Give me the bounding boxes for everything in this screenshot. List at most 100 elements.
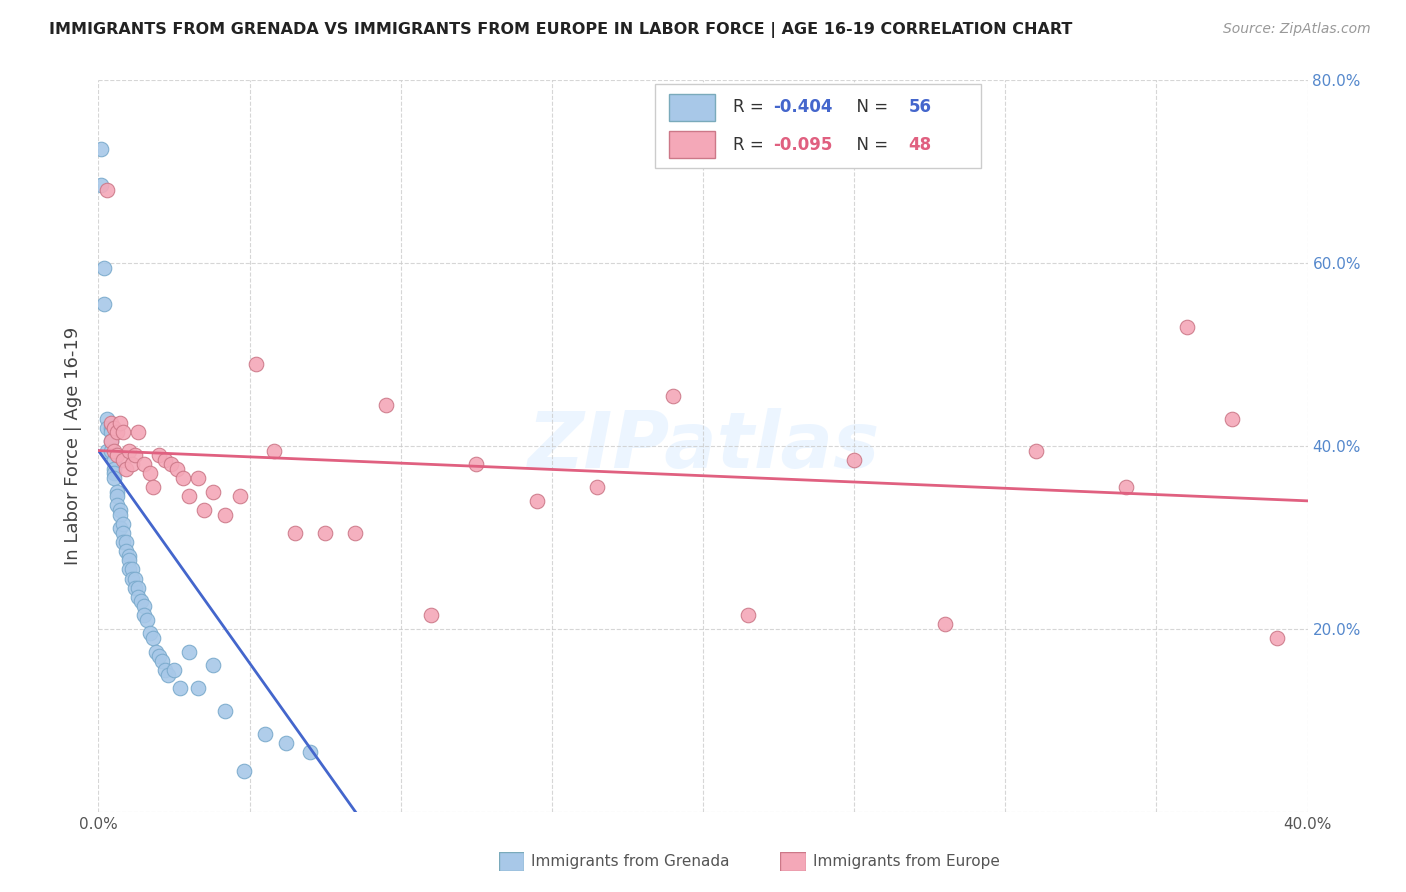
Point [1115, 480, 1137, 494]
Point [1175, 320, 1198, 334]
Text: 56: 56 [908, 98, 932, 117]
Point [132, 599, 155, 613]
Point [103, 471, 125, 485]
Text: -0.095: -0.095 [773, 136, 832, 153]
Point [103, 443, 125, 458]
Point [127, 425, 149, 440]
Point [114, 462, 136, 476]
Point [105, 489, 128, 503]
Point [179, 489, 201, 503]
Text: Immigrants from Grenada: Immigrants from Grenada [531, 855, 730, 869]
Point [187, 681, 209, 696]
Point [96, 411, 118, 425]
Point [253, 727, 276, 741]
Point [108, 416, 131, 430]
Point [90, 142, 112, 156]
Point [100, 443, 122, 458]
Point [129, 594, 152, 608]
Point [100, 425, 122, 440]
Point [127, 590, 149, 604]
Point [121, 562, 143, 576]
Point [114, 544, 136, 558]
Point [526, 494, 548, 508]
Bar [669, 130, 716, 159]
Point [274, 736, 297, 750]
Text: N =: N = [845, 136, 893, 153]
Point [103, 452, 125, 467]
Point [100, 416, 122, 430]
Point [193, 503, 215, 517]
Point [1024, 443, 1046, 458]
Point [132, 457, 155, 471]
Text: ZIPatlas: ZIPatlas [527, 408, 879, 484]
Point [145, 645, 167, 659]
Point [118, 553, 141, 567]
Point [127, 581, 149, 595]
Point [586, 480, 609, 494]
Point [96, 421, 118, 435]
Point [142, 480, 165, 494]
Point [229, 489, 252, 503]
Point [284, 525, 307, 540]
Point [124, 581, 146, 595]
Point [111, 516, 134, 531]
Point [163, 663, 186, 677]
Point [103, 467, 125, 481]
Point [934, 617, 956, 632]
Point [465, 457, 488, 471]
Point [108, 521, 131, 535]
Point [96, 183, 118, 197]
Point [179, 645, 201, 659]
Point [118, 549, 141, 563]
Point [111, 535, 134, 549]
Point [139, 626, 162, 640]
Point [156, 667, 179, 681]
Text: R =: R = [734, 136, 769, 153]
Point [263, 443, 285, 458]
Point [103, 462, 125, 476]
Point [737, 608, 759, 623]
Point [93, 297, 115, 311]
Point [142, 631, 165, 645]
Point [103, 421, 125, 435]
Point [187, 471, 209, 485]
Point [1267, 631, 1289, 645]
FancyBboxPatch shape [655, 84, 981, 168]
Point [139, 467, 162, 481]
Point [124, 572, 146, 586]
Point [299, 745, 322, 759]
Point [93, 260, 115, 275]
Point [214, 508, 236, 522]
Point [105, 448, 128, 462]
Point [153, 663, 176, 677]
Y-axis label: In Labor Force | Age 16-19: In Labor Force | Age 16-19 [65, 326, 83, 566]
Text: 48: 48 [908, 136, 932, 153]
Point [111, 452, 134, 467]
Point [100, 434, 122, 449]
Text: IMMIGRANTS FROM GRENADA VS IMMIGRANTS FROM EUROPE IN LABOR FORCE | AGE 16-19 COR: IMMIGRANTS FROM GRENADA VS IMMIGRANTS FR… [49, 22, 1073, 38]
Text: Source: ZipAtlas.com: Source: ZipAtlas.com [1223, 22, 1371, 37]
Text: N =: N = [845, 98, 893, 117]
Point [150, 654, 173, 668]
Text: Immigrants from Europe: Immigrants from Europe [813, 855, 1000, 869]
Point [105, 425, 128, 440]
Point [344, 525, 367, 540]
Point [105, 499, 128, 513]
Point [148, 649, 170, 664]
Point [374, 398, 396, 412]
Point [1220, 411, 1243, 425]
Point [111, 525, 134, 540]
Point [245, 357, 267, 371]
Point [96, 443, 118, 458]
Point [118, 443, 141, 458]
Point [153, 452, 176, 467]
Point [105, 484, 128, 499]
Text: -0.404: -0.404 [773, 98, 832, 117]
Point [100, 434, 122, 449]
Point [118, 562, 141, 576]
Point [90, 178, 112, 193]
Point [132, 608, 155, 623]
Point [202, 484, 225, 499]
Text: R =: R = [734, 98, 769, 117]
Point [166, 462, 188, 476]
